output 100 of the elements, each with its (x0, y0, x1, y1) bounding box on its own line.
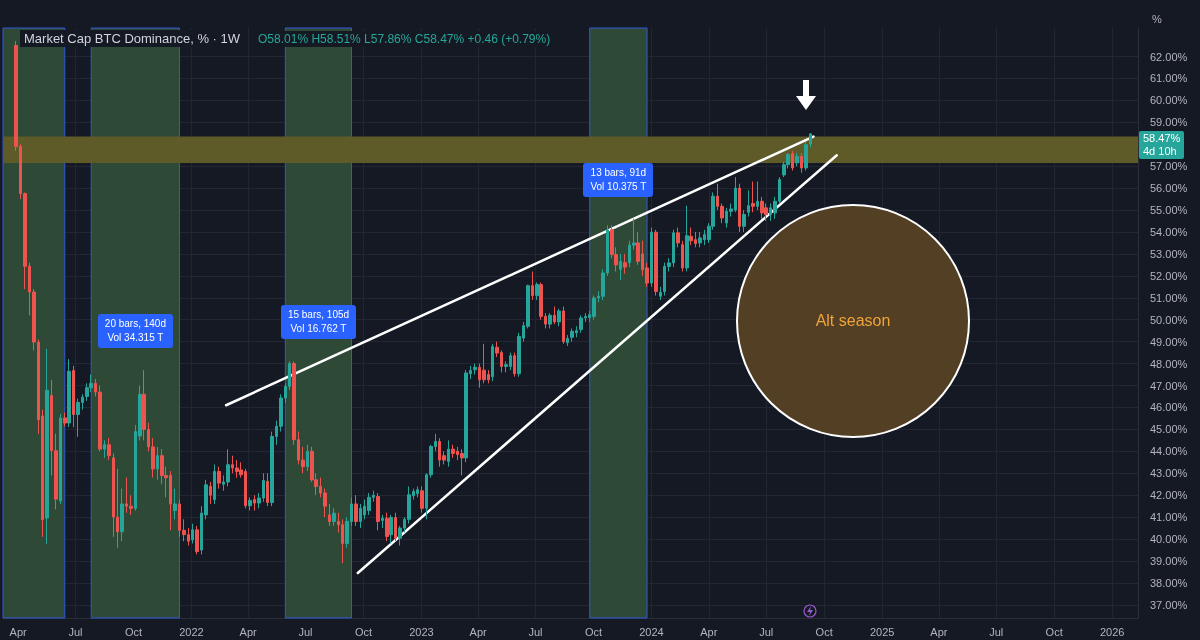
candlestick (420, 485, 424, 514)
candlestick (795, 152, 799, 167)
candlestick (253, 494, 256, 512)
candlestick (328, 503, 331, 527)
candlestick (760, 196, 764, 220)
candlestick (650, 227, 653, 288)
candlestick (592, 295, 596, 321)
x-tick-label: Apr (930, 625, 948, 638)
x-tick-label: 2022 (179, 625, 204, 638)
x-tick-label: Oct (815, 625, 833, 638)
candlestick (676, 227, 680, 248)
x-tick-label: Jul (528, 625, 543, 638)
candlestick (385, 512, 389, 542)
x-tick-label: Oct (354, 625, 373, 638)
candlestick (103, 439, 106, 459)
y-tick-label: 51.00% (1150, 291, 1188, 304)
candlestick (235, 459, 239, 479)
band-label: 20 bars, 140d Vol 34.315 T (97, 314, 173, 349)
candlestick (791, 150, 794, 172)
candlestick (654, 229, 658, 297)
candlestick (566, 334, 569, 347)
y-tick-label: 47.00% (1150, 379, 1188, 392)
y-tick-label: 50.00% (1150, 313, 1188, 326)
candlestick (447, 439, 450, 468)
candlestick (156, 446, 159, 481)
y-tick-label: 49.00% (1150, 335, 1188, 348)
candlestick (248, 496, 252, 512)
x-tick-label: Jul (68, 625, 83, 638)
y-tick-label: 45.00% (1150, 423, 1188, 436)
candlestick (535, 281, 539, 301)
annotation: Alt season (815, 312, 891, 330)
candlestick (562, 306, 565, 345)
y-tick-label: 40.00% (1150, 533, 1188, 546)
x-tick-label: Oct (124, 625, 143, 638)
candlestick (738, 183, 741, 233)
candlestick (531, 270, 534, 301)
candlestick (173, 488, 177, 520)
candlestick (473, 363, 477, 376)
candlestick (195, 525, 199, 555)
candlestick (76, 398, 80, 438)
x-tick-label: Apr (700, 625, 718, 638)
text: 4d 10h (1143, 144, 1178, 158)
candlestick (623, 253, 627, 275)
x-tick-label: Oct (584, 625, 603, 638)
chart-subtitle: O58.01% H58.51% L57.86% C58.47% +0.46 (+0.79%) (254, 31, 555, 47)
candlestick (394, 512, 397, 542)
y-tick-label: 57.00% (1150, 160, 1188, 173)
y-tick-label: 44.00% (1150, 445, 1188, 458)
text: 58.47% (1143, 131, 1181, 145)
candlestick (359, 503, 362, 529)
candlestick (491, 343, 494, 382)
candlestick (226, 448, 230, 487)
candlestick (747, 189, 750, 218)
x-tick-label: Apr (239, 625, 258, 638)
y-tick-label: 54.00% (1150, 225, 1188, 238)
candlestick (45, 348, 49, 545)
candlestick (107, 437, 111, 461)
candlestick (553, 306, 556, 325)
y-tick-label: 48.00% (1150, 357, 1188, 370)
candlestick (376, 492, 380, 531)
x-tick-label: 2025 (869, 625, 895, 638)
candlestick (689, 227, 693, 246)
y-tick-label: 46.00% (1150, 401, 1188, 414)
candlestick (619, 253, 622, 281)
x-tick-label: Apr (9, 625, 28, 638)
candlestick (381, 514, 384, 529)
x-tick-label: 2023 (409, 625, 434, 638)
chart-title: Market Cap BTC Dominance, % · 1W (20, 30, 245, 47)
candlestick (742, 209, 746, 233)
y-tick-label: 37.00% (1150, 598, 1188, 611)
candlestick (698, 231, 702, 248)
candlestick (306, 444, 309, 472)
candlestick (72, 365, 75, 428)
candlestick (557, 308, 561, 327)
y-tick-label: 61.00% (1150, 72, 1188, 85)
y-tick-label: 62.00% (1150, 50, 1188, 63)
candlestick (800, 152, 803, 174)
x-tick-label: Apr (469, 625, 488, 638)
band-label: 15 bars, 105d Vol 16.762 T (280, 305, 357, 340)
y-tick-label: 43.00% (1150, 467, 1188, 480)
y-tick-label: 53.00% (1150, 247, 1188, 260)
candlestick (451, 444, 455, 459)
candlestick (482, 343, 486, 384)
candlestick (59, 413, 62, 505)
candlestick (63, 412, 67, 428)
candlestick (681, 240, 684, 272)
x-tick-label: Oct (1045, 625, 1063, 638)
candlestick (570, 327, 574, 343)
y-tick-label: 55.00% (1150, 204, 1188, 217)
candlestick (416, 485, 419, 498)
candlestick (217, 466, 221, 490)
candlestick (659, 286, 662, 301)
candlestick (751, 181, 755, 213)
y-axis-title: % (1152, 12, 1162, 25)
y-tick-label: 38.00% (1150, 576, 1188, 589)
candlestick (548, 312, 552, 329)
y-tick-label: 41.00% (1150, 511, 1188, 524)
y-tick-label: 42.00% (1150, 489, 1188, 502)
y-tick-label: 56.00% (1150, 182, 1188, 195)
candlestick (756, 181, 759, 211)
